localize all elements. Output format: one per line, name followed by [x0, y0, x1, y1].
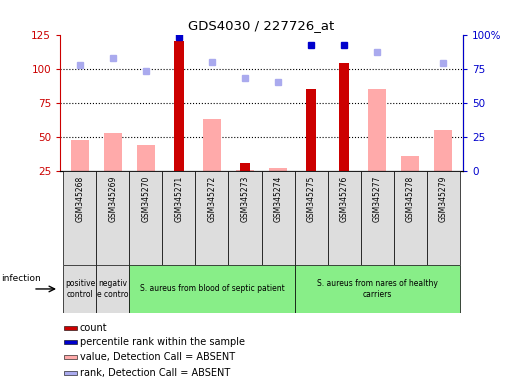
Bar	[174, 41, 184, 171]
Bar	[130, 265, 294, 313]
Bar	[196, 171, 229, 265]
Bar	[229, 171, 262, 265]
Bar	[360, 171, 393, 265]
Bar	[137, 145, 155, 171]
Bar	[71, 139, 89, 171]
Bar	[306, 89, 316, 171]
Bar	[401, 156, 419, 171]
Text: GSM345275: GSM345275	[306, 175, 315, 222]
Text: positive
control: positive control	[65, 279, 95, 299]
Text: GSM345269: GSM345269	[108, 175, 118, 222]
Text: count: count	[80, 323, 108, 333]
Text: rank, Detection Call = ABSENT: rank, Detection Call = ABSENT	[80, 368, 230, 378]
Bar	[130, 171, 163, 265]
Bar	[203, 119, 221, 171]
Bar	[63, 265, 96, 313]
Text: GSM345276: GSM345276	[339, 175, 348, 222]
Bar	[63, 171, 96, 265]
Bar	[64, 326, 77, 330]
Bar	[434, 130, 452, 171]
Bar	[327, 171, 360, 265]
Text: value, Detection Call = ABSENT: value, Detection Call = ABSENT	[80, 352, 235, 362]
Bar	[64, 355, 77, 359]
Bar	[262, 171, 294, 265]
Bar	[96, 171, 130, 265]
Text: GSM345268: GSM345268	[75, 175, 84, 222]
Text: GSM345277: GSM345277	[372, 175, 382, 222]
Text: GSM345279: GSM345279	[439, 175, 448, 222]
Text: negativ
e contro: negativ e contro	[97, 279, 129, 299]
Text: S. aureus from nares of healthy
carriers: S. aureus from nares of healthy carriers	[316, 279, 437, 299]
Bar	[269, 168, 287, 171]
Text: GSM345271: GSM345271	[175, 175, 184, 222]
Bar	[427, 171, 460, 265]
Text: GSM345273: GSM345273	[241, 175, 249, 222]
Text: GSM345270: GSM345270	[141, 175, 151, 222]
Bar	[236, 169, 254, 171]
Bar	[393, 171, 427, 265]
Bar	[294, 171, 327, 265]
Bar	[240, 163, 250, 171]
Bar	[64, 340, 77, 344]
Bar	[339, 63, 349, 171]
Text: infection: infection	[1, 274, 41, 283]
Title: GDS4030 / 227726_at: GDS4030 / 227726_at	[188, 19, 335, 32]
Bar	[64, 371, 77, 375]
Text: S. aureus from blood of septic patient: S. aureus from blood of septic patient	[140, 285, 285, 293]
Text: GSM345274: GSM345274	[274, 175, 282, 222]
Bar	[294, 265, 460, 313]
Text: percentile rank within the sample: percentile rank within the sample	[80, 337, 245, 347]
Bar	[368, 89, 386, 171]
Bar	[163, 171, 196, 265]
Text: GSM345272: GSM345272	[208, 175, 217, 222]
Bar	[96, 265, 130, 313]
Text: GSM345278: GSM345278	[405, 175, 415, 222]
Bar	[104, 133, 122, 171]
